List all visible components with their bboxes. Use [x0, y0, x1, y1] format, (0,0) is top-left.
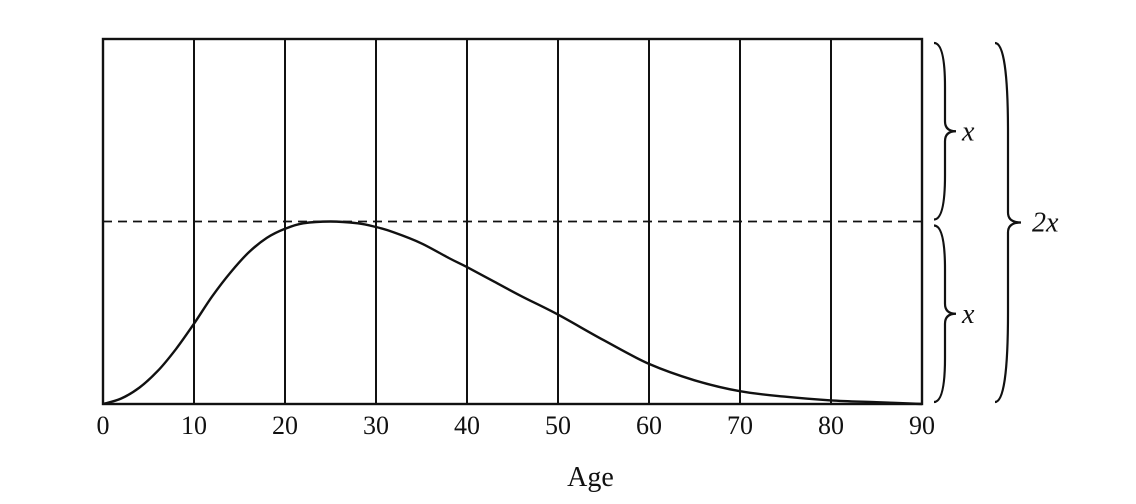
brace-label-0: x: [961, 116, 975, 147]
x-tick-label-70: 70: [727, 411, 753, 440]
x-tick-label-20: 20: [272, 411, 298, 440]
x-tick-label-80: 80: [818, 411, 844, 440]
x-tick-label-40: 40: [454, 411, 480, 440]
brace-annotations: x x 2x: [933, 41, 1059, 404]
x-tick-label-90: 90: [909, 411, 935, 440]
x-tick-label-0: 0: [97, 411, 110, 440]
brace-1: [933, 224, 957, 404]
x-tick-label-10: 10: [181, 411, 207, 440]
brace-0: [933, 41, 957, 221]
x-tick-label-30: 30: [363, 411, 389, 440]
brace-label-1: x: [961, 299, 975, 330]
x-tick-label-60: 60: [636, 411, 662, 440]
x-axis-label: Age: [567, 462, 614, 493]
data-curve: [102, 220, 923, 406]
plot-frame: [101, 37, 924, 406]
x-tick-labels: 0 10 20 30 40 50 60 70 80 90: [97, 411, 936, 440]
x-tick-label-50: 50: [545, 411, 571, 440]
brace-2: [994, 41, 1022, 404]
brace-label-2: 2x: [1032, 208, 1059, 239]
